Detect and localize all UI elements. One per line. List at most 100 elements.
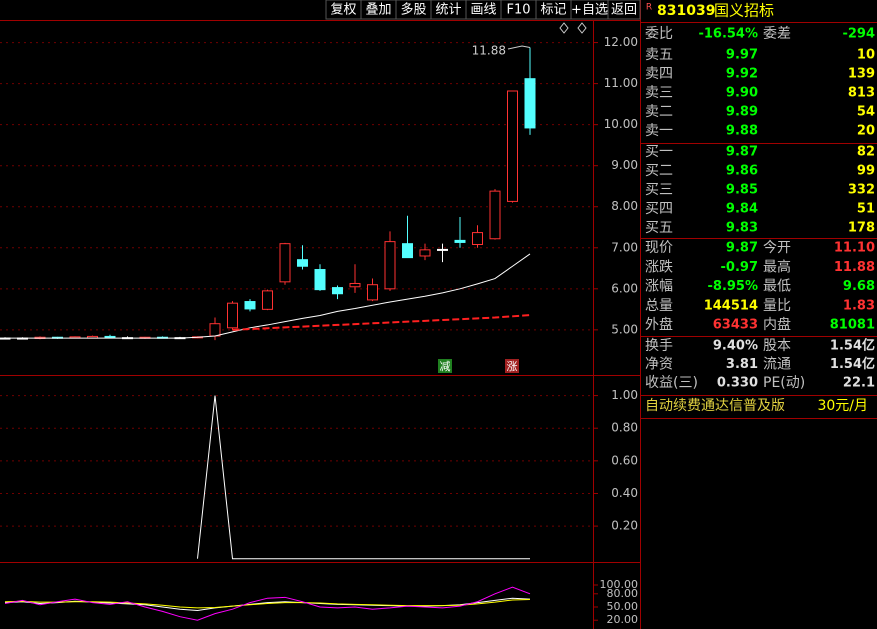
- candle-body: [332, 287, 343, 295]
- field-value: 1.54亿: [830, 356, 875, 372]
- field-value: 178: [848, 221, 875, 236]
- field-value: 81081: [830, 318, 875, 333]
- indicator-chart: 0.20 0.40 0.60 0.80 1.00: [0, 388, 638, 560]
- candle-body: [419, 249, 431, 257]
- field-value: 22.1: [843, 376, 875, 391]
- field-value: 63433: [713, 318, 758, 333]
- field-label: 换手: [645, 337, 673, 354]
- badge: [505, 359, 519, 373]
- field-value: 99: [857, 164, 875, 179]
- toolbar-label: 画线: [470, 3, 496, 18]
- y-tick-label: 0.80: [611, 421, 638, 435]
- line: [4, 599, 531, 609]
- line: [5, 253, 531, 339]
- candle-body: [262, 290, 273, 310]
- toolbar-label: +自选: [571, 3, 608, 18]
- field-value: 1.54亿: [830, 338, 875, 354]
- y-tick-label: 6.00: [611, 281, 638, 295]
- field-label: 卖四: [645, 66, 673, 82]
- field-label: 卖二: [645, 104, 673, 120]
- icon: [577, 22, 587, 34]
- candle-body: [454, 239, 466, 243]
- stock-code: 831039: [657, 3, 715, 19]
- badge: [438, 359, 452, 373]
- field-value: 11.10: [834, 241, 875, 256]
- field-label: 量比: [763, 298, 791, 314]
- main-chart: 5.00 6.00 7.00 8.00 9.00 10.00 11.00 12.00 11.88…: [0, 35, 638, 373]
- toolbar-label: 返回: [611, 3, 637, 18]
- field-label: 最高: [763, 258, 791, 275]
- field-label: 现价: [645, 240, 673, 256]
- toolbar: 复权 叠加 多股 统计 画线 F10 标记 +自选 返回: [325, 0, 641, 20]
- candle-body: [244, 301, 256, 310]
- y-tick-label: 0.20: [611, 519, 638, 533]
- y-tick-label: 10.00: [604, 117, 638, 131]
- field-value: 3.81: [726, 357, 758, 372]
- field-value: -294: [842, 27, 875, 42]
- y-tick-label: 7.00: [611, 240, 638, 254]
- field-value: -0.97: [721, 260, 758, 275]
- y-tick-label: 0.40: [611, 486, 638, 500]
- candle-body: [524, 78, 536, 129]
- field-label: 委比: [645, 26, 673, 42]
- field-label: 买二: [645, 163, 673, 179]
- high-pointer: [507, 45, 531, 50]
- candle-body: [489, 190, 501, 240]
- field-value: 9.86: [726, 164, 758, 179]
- candle-body: [349, 282, 361, 288]
- y-tick-label: 8.00: [611, 199, 638, 213]
- field-value: 9.68: [843, 279, 875, 294]
- field-value: 9.88: [726, 124, 758, 139]
- field-value: 54: [857, 105, 875, 120]
- y-tick-label: 12.00: [604, 35, 638, 49]
- toolbar-label: 叠加: [365, 3, 391, 18]
- field-value: 9.87: [726, 145, 758, 160]
- field-value: 9.89: [726, 105, 758, 120]
- promo-price[interactable]: 30元/月: [817, 398, 868, 414]
- icon: [559, 22, 569, 34]
- field-value: -8.95%: [708, 279, 759, 294]
- field-value: 813: [848, 86, 875, 101]
- field-label: 今开: [763, 240, 791, 256]
- field-value: 82: [857, 145, 875, 160]
- badge-label: 减: [440, 360, 451, 373]
- field-label: PE(动): [763, 375, 805, 391]
- field-label: 委差: [763, 26, 791, 42]
- field-label: 涨幅: [645, 279, 673, 295]
- badge: [645, 3, 654, 12]
- toolbar-label: 统计: [435, 3, 461, 18]
- line: [4, 586, 531, 621]
- candle-body: [279, 243, 291, 283]
- field-label: 总量: [645, 298, 673, 314]
- field-value: 51: [857, 202, 875, 217]
- field-label: 外盘: [645, 316, 673, 333]
- y-tick-label: 1.00: [611, 388, 638, 402]
- toolbar-label: F10: [506, 3, 530, 18]
- toolbar-button[interactable]: [607, 0, 641, 20]
- field-label: 买四: [645, 201, 673, 217]
- candle-body: [472, 232, 483, 245]
- badge-label: R: [646, 3, 652, 13]
- field-value: 9.97: [726, 48, 758, 63]
- candle-body: [209, 323, 221, 337]
- field-value: 1.83: [843, 298, 875, 313]
- field-value: 9.90: [726, 86, 758, 101]
- field-label: 买一: [645, 144, 673, 160]
- candle-body: [227, 302, 238, 329]
- candle-body: [314, 269, 326, 291]
- field-value: 144514: [704, 298, 758, 313]
- toolbar-label: 复权: [330, 2, 356, 18]
- field-value: 10: [857, 48, 875, 63]
- field-value: 9.83: [726, 221, 758, 236]
- field-label: 涨跌: [645, 259, 673, 275]
- candle-body: [384, 241, 396, 290]
- field-label: 流通: [763, 357, 791, 373]
- field-value: -16.54%: [698, 27, 758, 42]
- candle-body: [437, 248, 448, 251]
- field-label: 买三: [645, 182, 673, 198]
- promo[interactable]: 自动续费通达信普及版: [645, 397, 785, 414]
